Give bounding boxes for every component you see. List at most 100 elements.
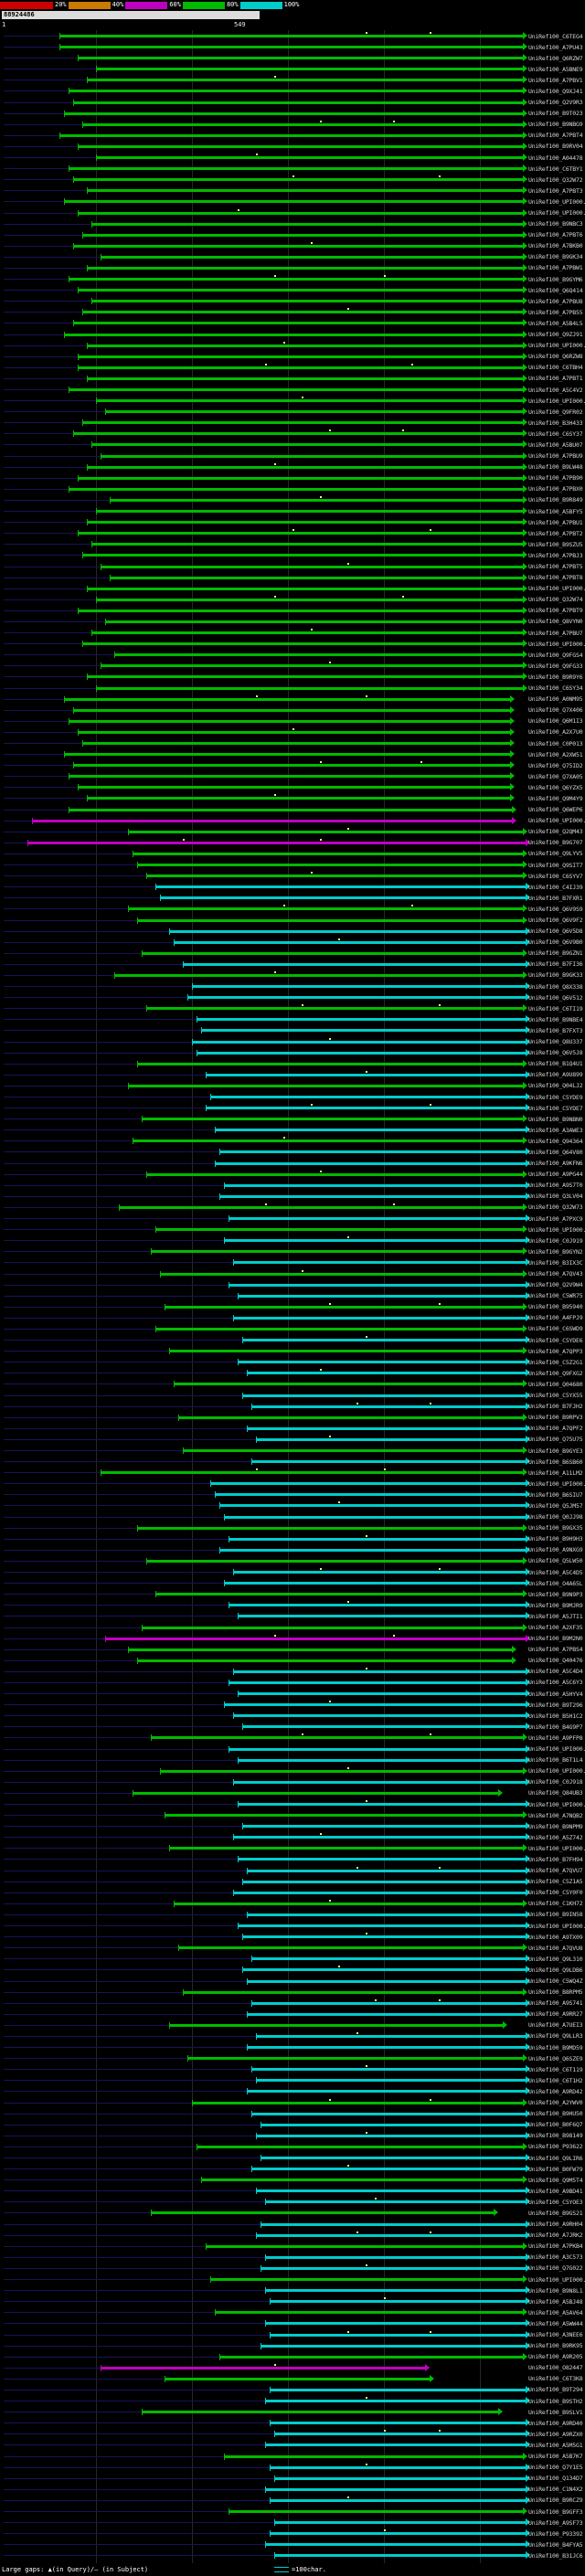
hit-accession-label[interactable]: UniRef100_A7PBT5 — [528, 563, 583, 570]
alignment-bar[interactable] — [242, 1339, 526, 1342]
alignment-bar[interactable] — [137, 1526, 523, 1530]
hit-accession-label[interactable]: UniRef100_B3IX3C — [528, 1258, 583, 1267]
alignment-bar[interactable] — [87, 675, 523, 679]
alignment-bar[interactable] — [96, 399, 523, 403]
hit-accession-label[interactable]: UniRef100_C5YOE3 — [528, 2198, 583, 2206]
alignment-bar[interactable] — [87, 587, 523, 590]
hit-accession-label[interactable]: UniRef100_Q6V5D8 — [528, 928, 583, 936]
hit-accession-label[interactable]: UniRef100_Q32W74 — [528, 596, 583, 604]
hit-accession-label[interactable]: UniRef100_C5YDE6 — [528, 1336, 583, 1344]
hit-accession-label[interactable]: UniRef100_C5Z2G1 — [528, 1358, 583, 1366]
alignment-bar[interactable] — [27, 841, 526, 844]
hit-accession-label[interactable]: UniRef100_Q04680 — [528, 1380, 583, 1388]
alignment-bar[interactable] — [238, 1858, 526, 1861]
hit-accession-label[interactable]: UniRef100_B9N9P3 — [528, 1590, 583, 1598]
alignment-bar[interactable] — [96, 156, 523, 160]
alignment-bar[interactable] — [247, 1979, 526, 1983]
hit-accession-label[interactable]: UniRef100_B4G9P7 — [528, 1723, 583, 1731]
hit-accession-label[interactable]: UniRef100_B8RPM5 — [528, 1988, 583, 1997]
hit-accession-label[interactable]: UniRef100_A2XW51 — [528, 750, 583, 758]
alignment-bar[interactable] — [78, 532, 523, 535]
hit-accession-label[interactable]: UniRef100_C5YDE9 — [528, 1093, 583, 1101]
alignment-bar[interactable] — [206, 2244, 523, 2248]
hit-accession-label[interactable]: UniRef100_Q6V9F2 — [528, 917, 583, 924]
alignment-bar[interactable] — [59, 35, 523, 37]
hit-accession-label[interactable]: UniRef100_A9PG44 — [528, 1171, 583, 1179]
hit-accession-label[interactable]: UniRef100_C0J919 — [528, 1236, 583, 1245]
hit-accession-label[interactable]: UniRef100_A7PBV1 — [528, 76, 583, 84]
hit-accession-label[interactable]: UniRef100_A9NXG9 — [528, 1546, 583, 1554]
hit-accession-label[interactable]: UniRef100_Q6RZW8 — [528, 353, 583, 361]
hit-accession-label[interactable]: UniRef100_A9RD40 — [528, 2419, 583, 2427]
hit-accession-label[interactable]: UniRef100_B9MD59 — [528, 2043, 583, 2051]
alignment-bar[interactable] — [174, 1383, 523, 1386]
alignment-bar[interactable] — [146, 1172, 523, 1176]
hit-accession-label[interactable]: UniRef100_Q7X406 — [528, 706, 583, 715]
alignment-bar[interactable] — [210, 1096, 526, 1098]
alignment-bar[interactable] — [69, 388, 523, 391]
alignment-bar[interactable] — [261, 2222, 526, 2226]
hit-accession-label[interactable]: UniRef100_Q6WEP6 — [528, 806, 583, 814]
alignment-bar[interactable] — [233, 1670, 526, 1673]
hit-accession-label[interactable]: UniRef100_B7FXR1 — [528, 894, 583, 902]
alignment-bar[interactable] — [114, 973, 523, 977]
hit-accession-label[interactable]: UniRef100_B95940 — [528, 1303, 583, 1311]
hit-accession-label[interactable]: UniRef100_B9NBG9 — [528, 121, 583, 129]
alignment-bar[interactable] — [69, 278, 523, 281]
hit-accession-label[interactable]: UniRef100_A3NEE6 — [528, 2331, 583, 2338]
alignment-bar[interactable] — [69, 90, 523, 93]
alignment-bar[interactable] — [265, 2487, 526, 2491]
alignment-bar[interactable] — [224, 1582, 526, 1585]
hit-accession-label[interactable]: UniRef100_A7PU43 — [528, 43, 583, 51]
hit-accession-label[interactable]: UniRef100_Q6V9S9 — [528, 905, 583, 913]
alignment-bar[interactable] — [114, 653, 523, 657]
hit-accession-label[interactable]: UniRef100_B9RPV3 — [528, 1414, 583, 1422]
alignment-bar[interactable] — [174, 940, 526, 944]
alignment-bar[interactable] — [242, 1394, 526, 1397]
hit-accession-label[interactable]: UniRef100_A5BFY5 — [528, 507, 583, 515]
alignment-bar[interactable] — [197, 2145, 523, 2148]
alignment-bar[interactable] — [105, 1637, 526, 1640]
hit-accession-label[interactable]: UniRef100_B9R849 — [528, 496, 583, 504]
hit-accession-label[interactable]: UniRef100_UPI000... — [528, 1745, 585, 1754]
alignment-bar[interactable] — [238, 1361, 526, 1364]
alignment-bar[interactable] — [101, 255, 523, 259]
hit-accession-label[interactable]: UniRef100_Q0JJ98 — [528, 1513, 583, 1521]
hit-accession-label[interactable]: UniRef100_UPI000... — [528, 2275, 585, 2284]
alignment-bar[interactable] — [256, 2134, 526, 2137]
hit-accession-label[interactable]: UniRef100_B5H1C2 — [528, 1712, 583, 1720]
hit-accession-label[interactable]: UniRef100_A5B7K7 — [528, 2453, 583, 2461]
alignment-bar[interactable] — [64, 200, 523, 204]
alignment-bar[interactable] — [160, 1769, 523, 1773]
alignment-bar[interactable] — [91, 543, 523, 546]
alignment-bar[interactable] — [96, 68, 523, 71]
alignment-bar[interactable] — [82, 554, 523, 557]
hit-accession-label[interactable]: UniRef100_Q2V9R3 — [528, 99, 583, 107]
alignment-bar[interactable] — [265, 2255, 526, 2259]
hit-accession-label[interactable]: UniRef100_C6T3K8 — [528, 2375, 583, 2383]
hit-accession-label[interactable]: UniRef100_Q6M1I3 — [528, 717, 583, 726]
hit-accession-label[interactable]: UniRef100_Q32W73 — [528, 1203, 583, 1212]
alignment-bar[interactable] — [229, 2510, 523, 2513]
hit-accession-label[interactable]: UniRef100_B9GX35 — [528, 1524, 583, 1532]
alignment-bar[interactable] — [59, 133, 523, 137]
hit-accession-label[interactable]: UniRef100_A3C573 — [528, 2253, 583, 2262]
hit-accession-label[interactable]: UniRef100_A7PBT6 — [528, 231, 583, 239]
hit-accession-label[interactable]: UniRef100_C6SY37 — [528, 429, 583, 438]
hit-accession-label[interactable]: UniRef100_UPI000... — [528, 342, 585, 350]
hit-accession-label[interactable]: UniRef100_A5BU07 — [528, 440, 583, 449]
alignment-bar[interactable] — [91, 631, 523, 635]
hit-accession-label[interactable]: UniRef100_C6TBH4 — [528, 364, 583, 372]
alignment-bar[interactable] — [69, 775, 510, 779]
alignment-bar[interactable] — [256, 2079, 526, 2083]
alignment-bar[interactable] — [215, 2311, 523, 2315]
hit-accession-label[interactable]: UniRef100_A7PBX0 — [528, 485, 583, 493]
hit-accession-label[interactable]: UniRef100_B0FW79 — [528, 2165, 583, 2173]
alignment-bar[interactable] — [256, 2189, 526, 2193]
hit-accession-label[interactable]: UniRef100_B9HU50 — [528, 2110, 583, 2118]
hit-accession-label[interactable]: UniRef100_C6T119 — [528, 2065, 583, 2073]
alignment-bar[interactable] — [247, 2090, 526, 2094]
alignment-bar[interactable] — [197, 1051, 526, 1055]
alignment-bar[interactable] — [146, 1007, 523, 1011]
hit-accession-label[interactable]: UniRef100_A7PBT1 — [528, 375, 583, 383]
